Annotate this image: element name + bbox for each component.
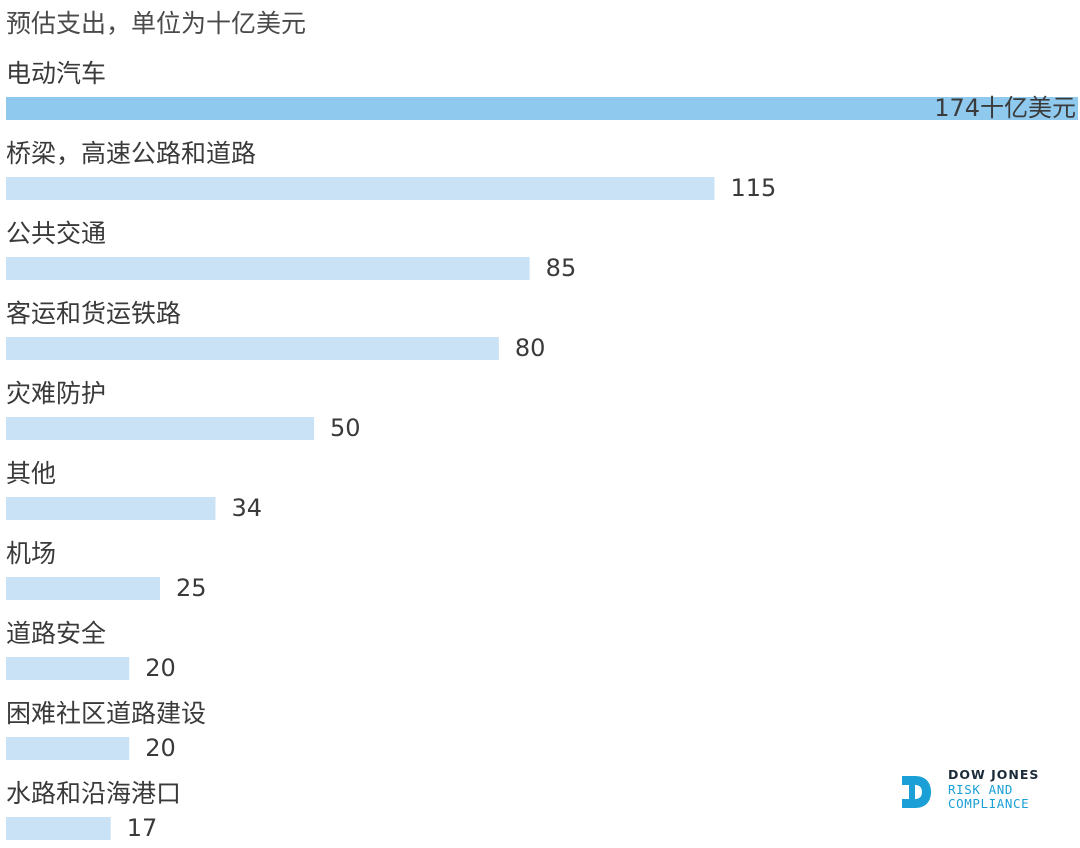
logo-line-3: COMPLIANCE [948, 796, 1030, 811]
value-label: 25 [176, 574, 207, 602]
value-label: 17 [127, 814, 158, 842]
logo-line-1: DOW JONES [948, 767, 1040, 782]
category-label: 机场 [6, 539, 56, 568]
category-label: 灾难防护 [6, 379, 106, 408]
value-label: 115 [731, 174, 777, 202]
value-label: 20 [145, 734, 176, 762]
bar [6, 577, 161, 600]
category-label: 道路安全 [6, 619, 106, 648]
category-label: 电动汽车 [6, 59, 106, 88]
value-label: 174十亿美元 [934, 94, 1076, 122]
category-label: 公共交通 [6, 219, 106, 248]
category-label: 水路和沿海港口 [6, 779, 181, 808]
category-label: 困难社区道路建设 [6, 699, 206, 728]
value-label: 20 [145, 654, 176, 682]
value-label: 34 [231, 494, 262, 522]
bar [6, 257, 530, 280]
bar [6, 337, 499, 360]
bar [6, 817, 111, 840]
logo-line-2: RISK AND [948, 781, 1014, 797]
bar [6, 97, 1078, 120]
dow-jones-logo: DOW JONES RISK AND COMPLIANCE [898, 767, 1068, 816]
dow-jones-logo-mark-icon [902, 776, 931, 808]
value-label: 85 [546, 254, 577, 282]
chart-subtitle: 预估支出，单位为十亿美元 [6, 9, 307, 38]
bar [6, 417, 315, 440]
value-label: 80 [515, 334, 546, 362]
category-label: 客运和货运铁路 [6, 299, 181, 328]
value-label: 50 [330, 414, 361, 442]
category-label: 桥梁，高速公路和道路 [6, 139, 256, 168]
bar [6, 497, 216, 520]
bar [6, 737, 130, 760]
bar [6, 657, 130, 680]
category-label: 其他 [6, 459, 56, 488]
bar [6, 177, 715, 200]
